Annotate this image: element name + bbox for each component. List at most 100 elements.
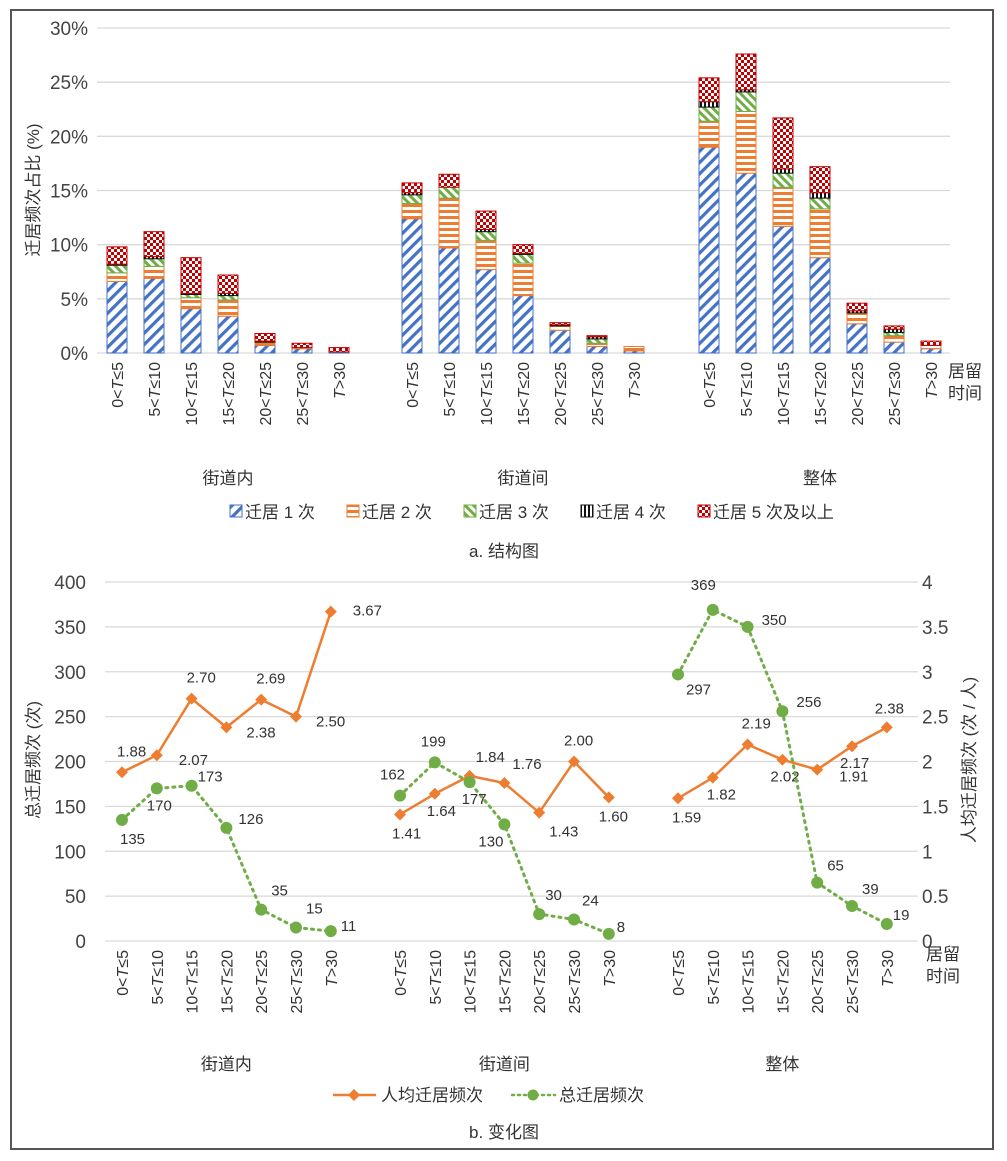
data-point-diamond: [811, 763, 824, 776]
bar-segment: [143, 231, 165, 258]
x-axis-title-line2: 时间: [948, 384, 982, 403]
data-point-circle: [220, 821, 233, 834]
data-label: 19: [893, 907, 910, 924]
data-point-circle: [776, 705, 789, 718]
bar-segment: [809, 192, 831, 199]
data-label: 2.69: [256, 671, 285, 688]
bar-segment: [920, 340, 942, 346]
data-point-diamond: [672, 792, 684, 805]
data-point-diamond: [428, 787, 441, 800]
bar-segment: [512, 262, 534, 297]
data-label: 1.76: [512, 756, 541, 773]
group-label: 街道内: [203, 469, 254, 488]
data-label: 65: [827, 858, 844, 875]
y-left-tick-label: 300: [54, 663, 86, 684]
data-label: 2.50: [316, 714, 345, 731]
y-right-axis-title: 人均迁居频次 (次 / 人): [960, 677, 979, 843]
group-label: 街道内: [201, 1055, 252, 1074]
y-left-tick-label: 50: [65, 887, 86, 908]
y-left-tick-label: 250: [54, 708, 86, 729]
x-tick-label: 20<T≤25: [850, 362, 867, 426]
data-point-diamond: [290, 710, 302, 723]
data-point-circle: [602, 927, 615, 940]
bar-segment: [772, 186, 794, 227]
y-axis-title: 迁居频次占比 (%): [24, 123, 43, 256]
bar-segment: [143, 265, 165, 279]
data-label: 8: [617, 919, 625, 936]
legend-label: 迁居 4 次: [596, 503, 666, 522]
x-tick-label: 0<T≤5: [405, 362, 422, 408]
bar-segment: [698, 106, 720, 122]
y-right-tick-label: 0.5: [922, 887, 948, 908]
x-tick-label: 5<T≤10: [428, 950, 445, 1005]
bar-segment: [698, 101, 720, 108]
x-tick-label: 25<T≤30: [567, 950, 584, 1014]
change-chart: 0 50 100 150 200 250 300 350 400 0 0.5 1 1.5 2 2.5 3 3.5…: [24, 573, 979, 1142]
x-tick-label: T>30: [602, 950, 619, 987]
legend-marker-circle: [527, 1089, 539, 1101]
legend-label: 总迁居频次: [559, 1086, 644, 1105]
data-label: 297: [686, 681, 711, 698]
data-label: 35: [271, 883, 288, 900]
data-label: 1.41: [392, 825, 421, 842]
bar-segment: [883, 325, 905, 330]
data-label: 1.43: [549, 824, 578, 841]
data-point-diamond: [568, 755, 580, 768]
bar-segment: [772, 172, 794, 188]
bar-segment: [475, 239, 497, 271]
x-tick-label: 20<T≤25: [254, 950, 271, 1014]
x-tick-label: 15<T≤20: [221, 362, 238, 426]
data-label: 2.38: [875, 700, 904, 717]
data-point-circle: [150, 782, 163, 795]
data-point-circle: [116, 813, 128, 826]
data-label: 2.38: [246, 724, 275, 741]
y-right-tick-label: 3.5: [922, 618, 948, 639]
x-tick-label: 20<T≤25: [553, 362, 570, 426]
group-label: 街道间: [479, 1055, 530, 1074]
x-tick-label: 25<T≤30: [289, 950, 306, 1014]
data-point-circle: [324, 925, 337, 938]
data-label: 2.17: [840, 755, 869, 772]
data-label: 173: [198, 769, 223, 786]
x-tick-label: 0<T≤5: [671, 950, 688, 996]
data-label: 30: [545, 887, 562, 904]
series-line: [120, 610, 333, 774]
x-tick-label: 20<T≤25: [810, 950, 827, 1014]
x-tick-label: 5<T≤10: [706, 950, 723, 1005]
bar-segment: [217, 295, 239, 301]
data-label: 130: [478, 833, 503, 850]
data-label: 177: [462, 791, 487, 808]
data-label: 1.82: [707, 787, 736, 804]
data-label: 1.60: [599, 808, 628, 825]
bar-segment: [809, 257, 831, 354]
y-tick-label: 0%: [61, 344, 89, 365]
legend-swatch: [463, 504, 477, 518]
bar-segment: [512, 295, 534, 354]
bar-segment: [549, 325, 571, 331]
y-tick-label: 30%: [50, 19, 88, 40]
data-point-diamond: [776, 753, 789, 766]
bar-segment: [920, 348, 942, 354]
data-label: 1.59: [672, 809, 701, 826]
bar-segment: [846, 312, 868, 325]
x-tick-label: T>30: [880, 950, 897, 987]
bar-segment: [106, 281, 128, 354]
y-right-tick-label: 1.5: [922, 797, 948, 818]
x-tick-label: 25<T≤30: [845, 950, 862, 1014]
data-point-diamond: [324, 605, 337, 618]
bar-segment: [106, 264, 128, 274]
caption: a. 结构图: [469, 542, 539, 561]
bar-segment: [475, 231, 497, 241]
bar-segment: [291, 348, 313, 354]
bar-segment: [401, 203, 423, 220]
x-tick-label: 10<T≤15: [776, 362, 793, 426]
data-point-circle: [846, 899, 858, 912]
group-label: 整体: [765, 1055, 799, 1074]
bar-segment: [883, 341, 905, 354]
bar-segment: [772, 168, 794, 174]
bar-segment: [549, 322, 571, 326]
data-point-diamond: [220, 721, 233, 734]
bar-segment: [438, 186, 460, 199]
bar-segment: [438, 197, 460, 249]
bar-segment: [254, 333, 276, 342]
